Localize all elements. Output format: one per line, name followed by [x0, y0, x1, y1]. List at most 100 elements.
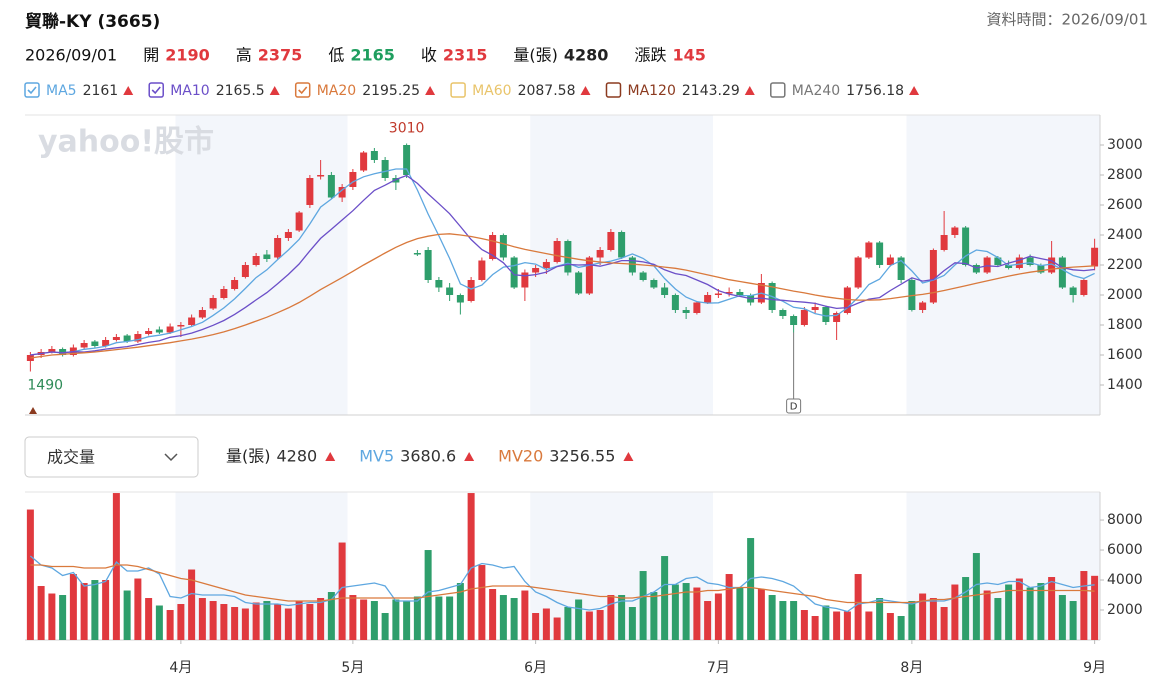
volume-bar — [575, 599, 583, 640]
candle-body — [306, 178, 314, 205]
quote-label: 低 — [328, 46, 344, 65]
candle-body — [811, 307, 819, 310]
up-arrow-icon — [580, 86, 591, 95]
candle-body — [499, 235, 507, 258]
candle-body — [865, 242, 873, 258]
quote-label: 收 — [421, 46, 437, 65]
indicator-dropdown[interactable] — [24, 436, 199, 478]
volume-bar — [198, 598, 206, 640]
volume-bar — [843, 611, 851, 640]
candle-body — [1091, 247, 1099, 267]
volume-bar — [413, 596, 421, 640]
volume-bar — [252, 602, 260, 640]
candle-body — [693, 302, 701, 313]
candle-body — [48, 349, 56, 352]
volume-bar — [1005, 584, 1013, 640]
candle-body — [370, 151, 378, 160]
volume-bar — [317, 598, 325, 640]
low-annotation: 1490 — [27, 378, 63, 394]
candle-body — [1037, 265, 1045, 273]
volume-bar — [510, 598, 518, 640]
quote-value: 2165 — [350, 46, 395, 65]
candle-body — [198, 310, 206, 318]
volume-bar — [381, 613, 389, 640]
y-tick-label: 2000 — [1107, 602, 1143, 618]
volume-bar — [48, 593, 56, 640]
volume-bar — [392, 599, 400, 640]
candle-body — [661, 287, 669, 295]
candle-body — [155, 329, 163, 333]
candle-body — [876, 242, 884, 265]
candle-body — [1080, 280, 1088, 295]
candle-body — [91, 341, 99, 346]
legend-checkbox[interactable] — [294, 82, 311, 98]
volume-bar — [327, 592, 335, 640]
checkmark — [27, 86, 37, 95]
average-line — [30, 564, 1095, 604]
candle-body — [833, 313, 841, 322]
volume-bar — [876, 598, 884, 640]
volume-bar — [112, 493, 120, 640]
candle-body — [1005, 265, 1013, 268]
legend-value: 3680.6 — [400, 447, 456, 466]
candle-body — [639, 272, 647, 280]
volume-bar — [499, 595, 507, 640]
candle-body — [553, 241, 561, 262]
volume-bar — [478, 565, 486, 640]
volume-bar — [542, 608, 550, 640]
volume-bar — [263, 601, 271, 640]
volume-bar — [585, 611, 593, 640]
legend-checkbox[interactable] — [450, 82, 466, 98]
volume-bar — [671, 584, 679, 640]
legend-checkbox[interactable] — [770, 82, 786, 98]
average-line — [30, 174, 1095, 356]
x-tick-label: 9月 — [1083, 660, 1106, 676]
candle-body — [994, 257, 1002, 265]
legend-value: 1756.18 — [846, 83, 904, 99]
average-line — [29, 555, 1095, 613]
candle-body — [112, 337, 120, 340]
candle-body — [779, 310, 787, 316]
candle-body — [274, 238, 282, 258]
volume-bar — [349, 595, 357, 640]
volume-bar — [241, 608, 249, 640]
legend-checkbox[interactable] — [148, 82, 164, 98]
volume-bar — [26, 509, 34, 640]
candle-body — [1048, 257, 1056, 273]
quote-value: 2190 — [165, 46, 210, 65]
candle-body — [983, 257, 991, 273]
legend-checkbox[interactable] — [605, 82, 622, 98]
candle-body — [435, 280, 443, 288]
up-arrow-icon — [744, 86, 755, 95]
event-box[interactable] — [786, 398, 802, 414]
quote-label: 高 — [236, 46, 252, 65]
y-tick-label: 1600 — [1107, 347, 1143, 363]
legend-checkbox[interactable] — [24, 82, 40, 98]
legend-name: MV20 — [498, 447, 543, 466]
volume-bar — [596, 610, 604, 640]
legend-name: MA10 — [170, 83, 209, 99]
dropdown-text: 成交量 — [47, 448, 95, 467]
volume-bar — [489, 589, 497, 640]
volume-bar — [1026, 587, 1034, 640]
volume-bar — [553, 617, 561, 640]
stock-title: 貿聯-KY (3665) — [25, 11, 160, 32]
volume-bar — [209, 601, 217, 640]
x-tick-label: 8月 — [900, 660, 923, 676]
candle-body — [284, 232, 292, 238]
volume-bar — [972, 553, 980, 640]
volume-bar — [714, 593, 722, 640]
volume-bar — [661, 556, 669, 640]
volume-bar — [800, 610, 808, 640]
legend-value: 2165.5 — [216, 83, 265, 99]
candle-body — [134, 334, 142, 342]
quote-label: 開 — [143, 46, 159, 65]
x-tick-label: 6月 — [524, 660, 547, 676]
y-tick-label: 2800 — [1107, 167, 1143, 183]
candle-body — [521, 272, 529, 288]
volume-bar — [639, 571, 647, 640]
candle-body — [886, 257, 894, 265]
candle-body — [220, 289, 228, 298]
candle-body — [80, 343, 88, 348]
legend-name: MA20 — [317, 83, 356, 99]
